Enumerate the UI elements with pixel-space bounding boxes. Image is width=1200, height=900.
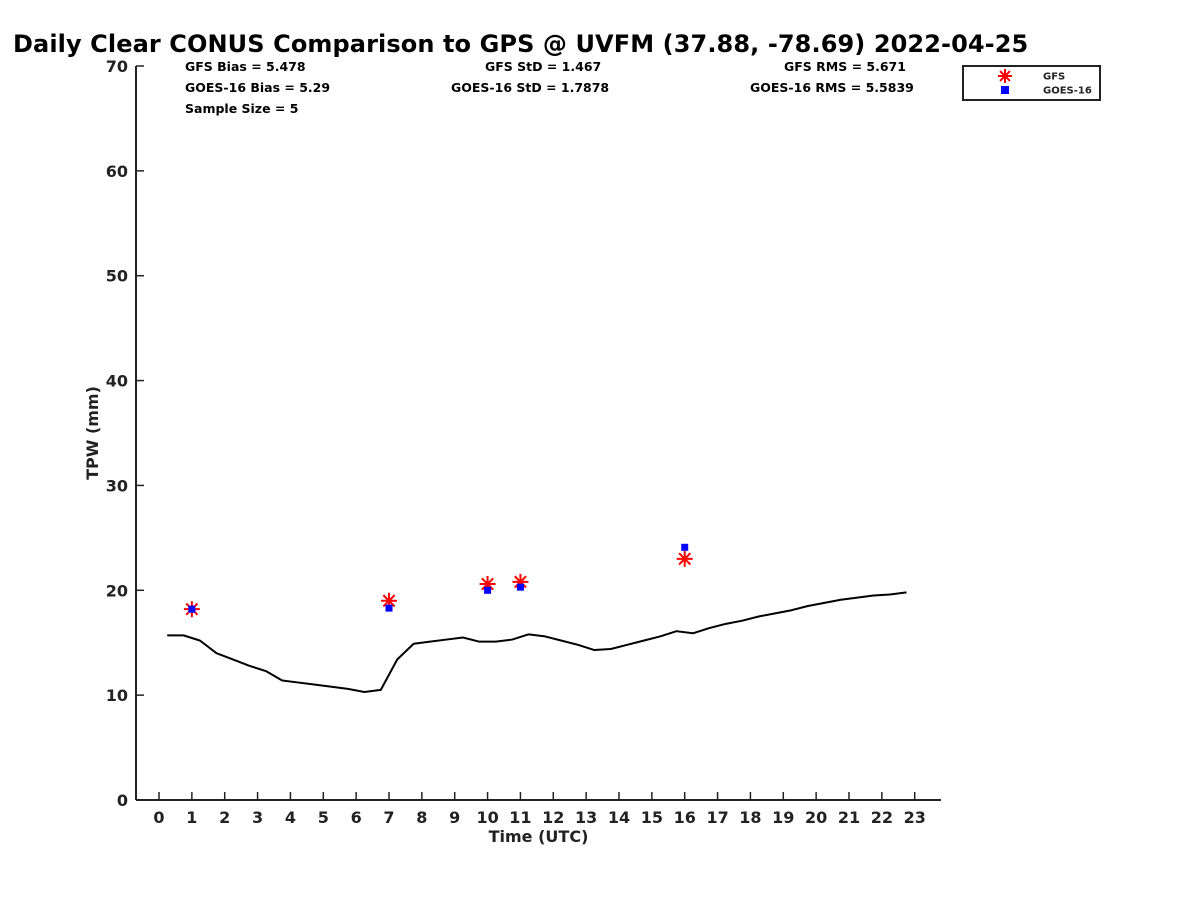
x-tick-label: 0 [153, 808, 164, 827]
goes-16-point [385, 604, 393, 612]
x-axis-label: Time (UTC) [489, 827, 589, 846]
stat-gfs-rms: GFS RMS = 5.671 [784, 59, 906, 74]
y-tick-label: 50 [106, 267, 128, 286]
y-tick-label: 0 [117, 791, 128, 810]
x-tick-label: 9 [449, 808, 460, 827]
y-tick-label: 40 [106, 372, 128, 391]
x-tick-label: 21 [838, 808, 860, 827]
x-tick-label: 15 [641, 808, 663, 827]
x-tick-label: 14 [608, 808, 630, 827]
legend-box [962, 65, 1101, 101]
x-tick-label: 5 [318, 808, 329, 827]
x-tick-label: 11 [509, 808, 531, 827]
gfs-point [676, 550, 693, 567]
y-tick-label: 70 [106, 57, 128, 76]
legend-gfs-icon [998, 69, 1012, 83]
stat-gfs-std: GFS StD = 1.467 [485, 59, 602, 74]
x-tick-label: 16 [674, 808, 696, 827]
x-tick-label: 22 [871, 808, 893, 827]
x-tick-label: 7 [383, 808, 394, 827]
goes-16-point [681, 543, 689, 551]
legend: GFS GOES-16 [962, 65, 1101, 101]
y-tick-label: 60 [106, 162, 128, 181]
x-tick-label: 23 [904, 808, 926, 827]
x-tick-label: 2 [219, 808, 230, 827]
gps-line-layer [167, 591, 907, 693]
y-tick-label: 10 [106, 686, 128, 705]
goes-16-point [516, 583, 524, 591]
y-tick-label: 20 [106, 581, 128, 600]
x-tick-label: 8 [416, 808, 427, 827]
x-tick-label: 1 [186, 808, 197, 827]
x-tick-label: 18 [739, 808, 761, 827]
legend-goes-16-label: GOES-16 [1043, 86, 1092, 97]
x-tick-label: 10 [476, 808, 498, 827]
chart-title: Daily Clear CONUS Comparison to GPS @ UV… [13, 30, 1029, 58]
y-tick-label: 30 [106, 476, 128, 495]
stat-sample-size: Sample Size = 5 [185, 101, 299, 116]
stat-goes-rms: GOES-16 RMS = 5.5839 [750, 80, 914, 95]
stat-goes-std: GOES-16 StD = 1.7878 [451, 80, 610, 95]
stat-gfs-bias: GFS Bias = 5.478 [185, 59, 306, 74]
marker-layer [183, 543, 693, 618]
goes-16-point [484, 586, 492, 594]
x-tick-label: 19 [772, 808, 794, 827]
legend-goes-16-icon [1001, 86, 1009, 94]
goes-16-point [188, 605, 196, 613]
x-tick-label: 12 [542, 808, 564, 827]
gps-line [167, 591, 907, 693]
x-tick-label: 17 [706, 808, 728, 827]
y-axis-label: TPW (mm) [83, 386, 102, 480]
x-tick-label: 6 [351, 808, 362, 827]
legend-gfs-label: GFS [1043, 72, 1065, 83]
stat-goes-bias: GOES-16 Bias = 5.29 [185, 80, 331, 95]
x-tick-label: 4 [285, 808, 296, 827]
x-tick-label: 20 [805, 808, 827, 827]
x-tick-label: 13 [575, 808, 597, 827]
x-tick-label: 3 [252, 808, 263, 827]
